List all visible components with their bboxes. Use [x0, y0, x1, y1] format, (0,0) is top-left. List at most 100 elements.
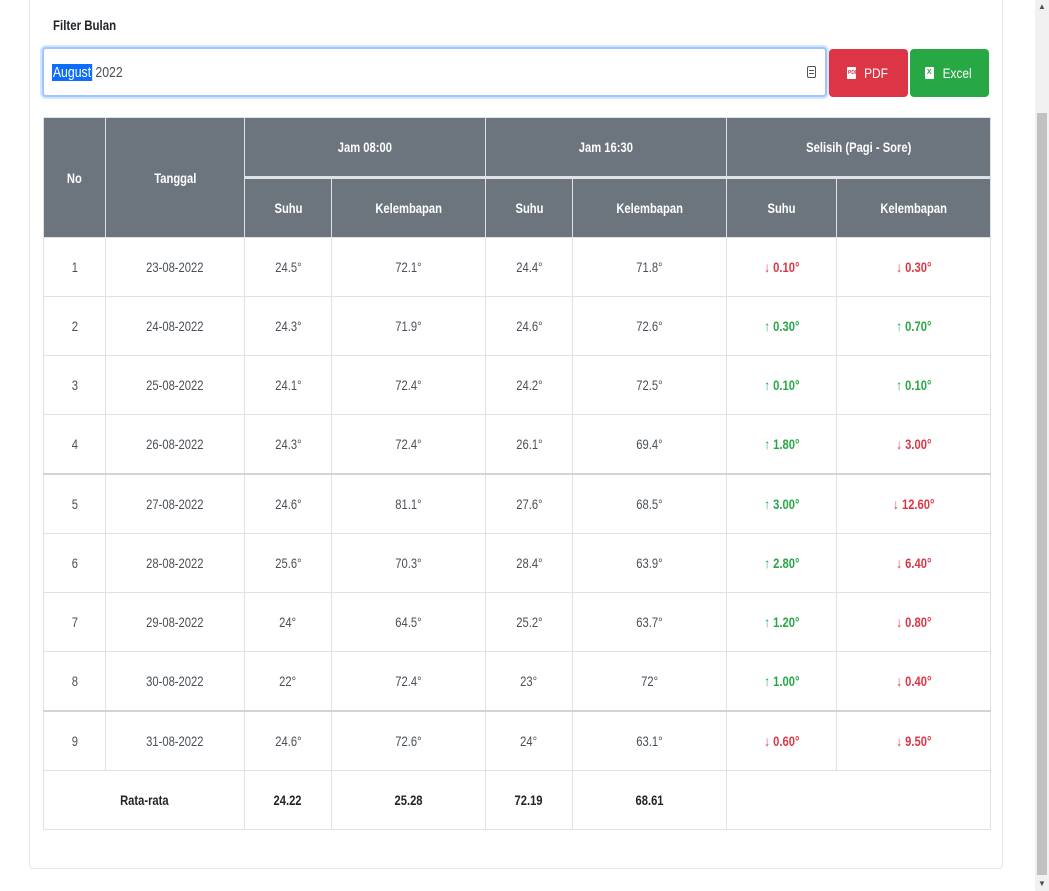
- arrow-down-icon: ↓: [895, 555, 902, 571]
- cell-suhu-sore: 26.1°: [485, 414, 573, 475]
- arrow-down-icon: ↓: [895, 259, 902, 275]
- cell-kelembapan-pagi: 81.1°: [331, 473, 486, 534]
- cell-suhu-pagi: 24.3°: [244, 296, 332, 356]
- cell-kelembapan-sore: 71.8°: [572, 237, 727, 297]
- cell-suhu-sore: 24°: [485, 710, 573, 771]
- cell-tanggal: 27-08-2022: [105, 473, 245, 534]
- cell-kelembapan-sore: 63.7°: [572, 592, 727, 652]
- cell-no: 2: [43, 296, 106, 356]
- header-no: No: [43, 117, 106, 238]
- header-tanggal: Tanggal: [105, 117, 245, 238]
- cell-no: 1: [43, 237, 106, 297]
- month-input-year[interactable]: 2022: [95, 63, 123, 81]
- cell-kelembapan-sore: 63.9°: [572, 533, 727, 593]
- arrow-up-icon: ↑: [895, 377, 902, 393]
- pdf-file-icon: PDF: [847, 67, 858, 79]
- cell-suhu-sore: 24.2°: [485, 355, 573, 415]
- arrow-up-icon: ↑: [763, 436, 770, 452]
- cell-kelembapan-pagi: 72.4°: [331, 651, 486, 712]
- cell-selisih-kelembapan: ↓ 0.40°: [835, 651, 992, 712]
- scrollbar[interactable]: ▲ ▼: [1035, 0, 1049, 891]
- scroll-down-arrow-icon[interactable]: ▼: [1038, 879, 1046, 888]
- average-value: 24.22: [244, 770, 332, 830]
- cell-tanggal: 29-08-2022: [105, 592, 245, 652]
- average-empty: [725, 770, 992, 830]
- cell-selisih-kelembapan: ↓ 3.00°: [835, 414, 992, 475]
- average-label: Rata-rata: [43, 770, 245, 830]
- arrow-down-icon: ↓: [892, 496, 899, 512]
- cell-selisih-kelembapan: ↓ 0.80°: [835, 592, 992, 652]
- table-row: 3 25-08-2022 24.1° 72.4° 24.2° 72.5° ↑ 0.10° ↑ 0.…: [43, 355, 992, 415]
- cell-selisih-kelembapan: ↓ 12.60°: [835, 473, 992, 534]
- arrow-down-icon: ↓: [895, 436, 902, 452]
- average-value: 72.19: [485, 770, 573, 830]
- header-suhu-sore: Suhu: [485, 176, 573, 238]
- arrow-down-icon: ↓: [895, 614, 902, 630]
- cell-no: 9: [43, 710, 106, 771]
- pdf-button[interactable]: PDF PDF: [829, 49, 908, 97]
- cell-selisih-suhu: ↑ 1.00°: [726, 651, 837, 712]
- cell-suhu-pagi: 22°: [244, 651, 332, 712]
- month-input[interactable]: August 2022: [42, 47, 827, 97]
- cell-kelembapan-pagi: 71.9°: [331, 296, 486, 356]
- cell-kelembapan-sore: 72°: [572, 651, 727, 712]
- table-row: 4 26-08-2022 24.3° 72.4° 26.1° 69.4° ↑ 1.80° ↓ 3.…: [43, 414, 992, 475]
- arrow-down-icon: ↓: [763, 259, 770, 275]
- table-row: 5 27-08-2022 24.6° 81.1° 27.6° 68.5° ↑ 3.00° ↓ 12…: [43, 473, 992, 534]
- cell-tanggal: 26-08-2022: [105, 414, 245, 475]
- cell-suhu-pagi: 25.6°: [244, 533, 332, 593]
- arrow-up-icon: ↑: [763, 555, 770, 571]
- month-input-month[interactable]: August: [52, 63, 92, 81]
- arrow-down-icon: ↓: [895, 733, 902, 749]
- cell-suhu-sore: 27.6°: [485, 473, 573, 534]
- cell-selisih-suhu: ↑ 3.00°: [726, 473, 837, 534]
- scroll-up-arrow-icon[interactable]: ▲: [1038, 2, 1046, 11]
- arrow-down-icon: ↓: [763, 733, 770, 749]
- cell-suhu-pagi: 24.5°: [244, 237, 332, 297]
- cell-suhu-pagi: 24.6°: [244, 473, 332, 534]
- cell-kelembapan-pagi: 72.4°: [331, 414, 486, 475]
- scroll-thumb[interactable]: [1037, 113, 1047, 875]
- arrow-down-icon: ↓: [895, 673, 902, 689]
- arrow-up-icon: ↑: [763, 614, 770, 630]
- cell-suhu-pagi: 24°: [244, 592, 332, 652]
- table-row: 2 24-08-2022 24.3° 71.9° 24.6° 72.6° ↑ 0.30° ↑ 0.…: [43, 296, 992, 356]
- excel-button[interactable]: X Excel: [910, 49, 989, 97]
- cell-selisih-kelembapan: ↓ 6.40°: [835, 533, 992, 593]
- cell-selisih-suhu: ↑ 0.30°: [726, 296, 837, 356]
- cell-selisih-kelembapan: ↓ 9.50°: [835, 710, 992, 771]
- excel-icon-text: X: [926, 69, 932, 76]
- cell-kelembapan-pagi: 70.3°: [331, 533, 486, 593]
- pdf-icon-text: PDF: [848, 70, 858, 76]
- average-value: 25.28: [331, 770, 486, 830]
- header-selisih-suhu: Suhu: [726, 176, 837, 238]
- table-row: 6 28-08-2022 25.6° 70.3° 28.4° 63.9° ↑ 2.80° ↓ 6.…: [43, 533, 992, 593]
- cell-suhu-pagi: 24.6°: [244, 710, 332, 771]
- cell-kelembapan-pagi: 72.6°: [331, 710, 486, 771]
- cell-selisih-suhu: ↑ 2.80°: [726, 533, 837, 593]
- cell-no: 4: [43, 414, 106, 475]
- header-jam-sore: Jam 16:30: [485, 117, 727, 178]
- cell-kelembapan-pagi: 72.1°: [331, 237, 486, 297]
- calendar-icon[interactable]: [807, 66, 816, 78]
- cell-no: 3: [43, 355, 106, 415]
- cell-selisih-suhu: ↓ 0.10°: [726, 237, 837, 297]
- cell-suhu-sore: 24.6°: [485, 296, 573, 356]
- cell-suhu-sore: 23°: [485, 651, 573, 712]
- weather-table: No Tanggal Jam 08:00 Jam 16:30 Selisih (…: [43, 117, 992, 830]
- arrow-up-icon: ↑: [763, 496, 770, 512]
- table-row: 9 31-08-2022 24.6° 72.6° 24° 63.1° ↓ 0.60° ↓ 9.50…: [43, 710, 992, 771]
- cell-selisih-kelembapan: ↑ 0.10°: [835, 355, 992, 415]
- cell-no: 7: [43, 592, 106, 652]
- header-kelembapan-sore: Kelembapan: [572, 176, 727, 238]
- arrow-up-icon: ↑: [895, 318, 902, 334]
- cell-kelembapan-sore: 69.4°: [572, 414, 727, 475]
- average-value: 68.61: [572, 770, 727, 830]
- cell-tanggal: 31-08-2022: [105, 710, 245, 771]
- cell-suhu-sore: 28.4°: [485, 533, 573, 593]
- cell-tanggal: 23-08-2022: [105, 237, 245, 297]
- cell-kelembapan-pagi: 64.5°: [331, 592, 486, 652]
- cell-no: 6: [43, 533, 106, 593]
- header-suhu-pagi: Suhu: [244, 176, 332, 238]
- excel-button-label: Excel: [942, 65, 972, 81]
